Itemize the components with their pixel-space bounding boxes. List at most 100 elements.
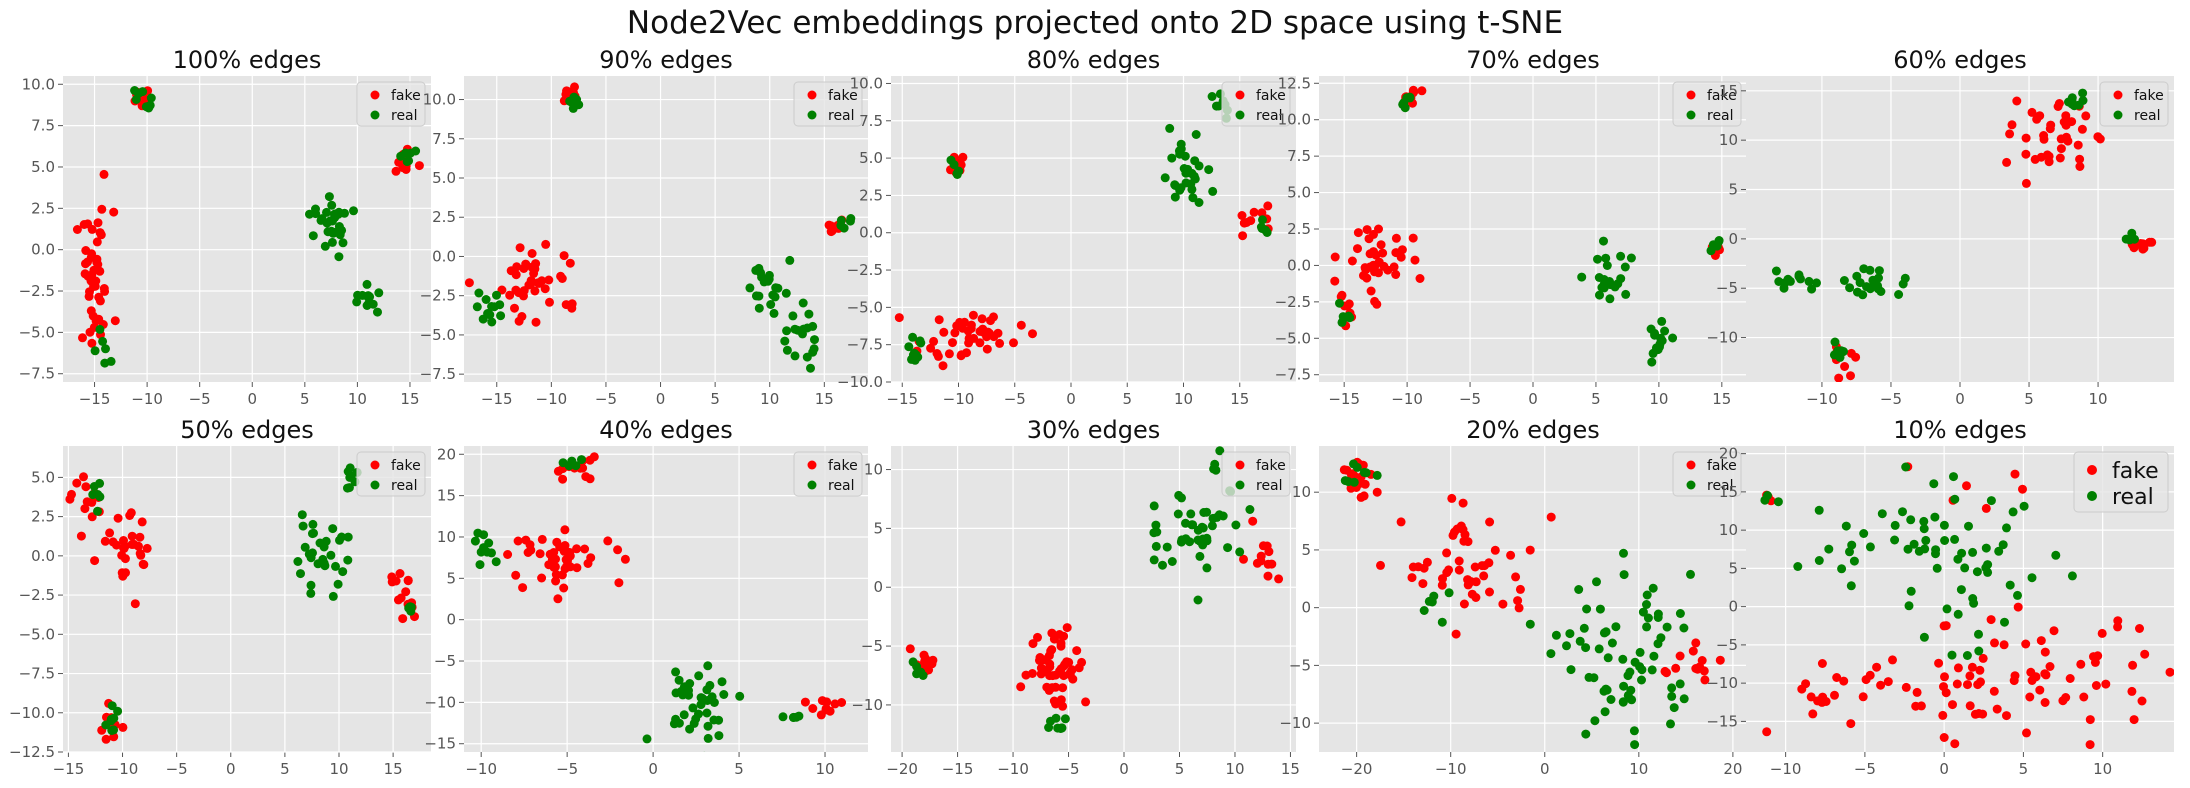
data-point-real [1909, 539, 1919, 549]
data-point-fake [1941, 688, 1951, 698]
y-tick-label: 5 [446, 569, 456, 587]
data-point-real [1437, 617, 1447, 627]
x-tick-label: 5 [300, 390, 310, 408]
data-point-real [1335, 298, 1344, 308]
legend-label-fake: fake [391, 88, 421, 104]
data-point-fake [1376, 560, 1385, 570]
data-point-real [1783, 274, 1793, 284]
data-point-real [479, 543, 489, 553]
y-tick-label: −5 [1716, 279, 1738, 297]
data-point-real [1874, 273, 1883, 283]
data-point-fake [2127, 686, 2137, 696]
data-point-fake [2061, 111, 2071, 121]
panel-title: 60% edges [1893, 46, 2026, 74]
y-tick-label: 7.5 [31, 117, 55, 135]
data-point-real [1890, 520, 1900, 530]
data-point-real [113, 706, 123, 716]
data-point-fake [560, 525, 570, 535]
y-tick-label: 10.0 [850, 74, 883, 92]
data-point-fake [541, 239, 551, 249]
data-point-fake [968, 310, 978, 320]
legend-marker-real [807, 110, 817, 120]
data-point-real [343, 532, 353, 542]
data-point-real [1419, 606, 1429, 615]
data-point-fake [559, 251, 569, 261]
data-point-fake [572, 563, 582, 573]
x-tick-label: 0 [1528, 390, 1538, 408]
data-point-real [1839, 276, 1849, 285]
y-tick-label: −5 [434, 652, 456, 670]
data-point-real [1575, 636, 1585, 646]
data-point-fake [1267, 559, 1277, 569]
data-point-real [1566, 665, 1576, 675]
legend-label-fake: fake [828, 88, 858, 104]
data-point-fake [401, 587, 411, 597]
data-point-real [910, 355, 920, 365]
data-point-fake [1525, 545, 1535, 555]
data-point-fake [1973, 680, 1983, 690]
data-point-real [325, 216, 335, 226]
x-tick-label: −15 [886, 390, 918, 408]
data-point-fake [1391, 233, 1401, 243]
data-point-fake [414, 161, 424, 171]
data-point-fake [67, 489, 76, 499]
legend-label-real: real [828, 108, 855, 124]
data-point-fake [552, 537, 562, 547]
plot-area [891, 446, 1296, 752]
data-point-real [1214, 510, 1224, 520]
data-point-fake [1391, 248, 1401, 258]
data-point-fake [1353, 228, 1363, 238]
data-point-fake [505, 290, 515, 300]
data-point-fake [2036, 636, 2046, 646]
data-point-real [316, 215, 326, 225]
y-tick-label: −5.0 [1275, 329, 1311, 347]
x-tick-label: −10 [997, 760, 1029, 778]
data-point-fake [1940, 672, 1949, 682]
data-point-real [674, 675, 684, 685]
data-point-fake [2044, 157, 2054, 167]
data-point-fake [2095, 134, 2105, 144]
data-point-real [90, 346, 100, 356]
data-point-fake [977, 314, 987, 324]
data-point-real [778, 712, 788, 722]
data-point-fake [403, 575, 413, 585]
data-point-fake [395, 569, 405, 578]
data-point-real [1814, 505, 1824, 515]
data-point-fake [2075, 154, 2085, 164]
data-point-fake [1470, 562, 1480, 572]
data-point-fake [2002, 157, 2012, 167]
data-point-fake [1442, 548, 1452, 558]
y-tick-label: 2.5 [31, 508, 55, 526]
data-point-real [671, 714, 681, 724]
legend: fake real [356, 81, 426, 127]
data-point-real [904, 342, 914, 352]
x-tick-label: −20 [886, 760, 918, 778]
data-point-fake [120, 554, 130, 564]
data-point-real [1964, 521, 1973, 531]
data-point-fake [1479, 571, 1489, 581]
data-point-real [1657, 316, 1667, 326]
data-point-real [2005, 580, 2015, 590]
data-point-fake [1992, 704, 2002, 714]
data-point-real [1619, 570, 1629, 580]
data-point-real [809, 344, 819, 354]
data-point-fake [109, 207, 119, 217]
data-point-real [1198, 523, 1208, 533]
data-point-real [1974, 646, 1984, 656]
data-point-real [1986, 496, 1996, 506]
data-point-fake [2065, 674, 2075, 683]
data-point-fake [1485, 587, 1494, 597]
data-point-fake [1064, 657, 1074, 667]
data-point-real [1667, 691, 1677, 701]
data-point-real [1177, 535, 1187, 545]
data-point-real [1642, 590, 1652, 600]
data-point-fake [519, 291, 528, 301]
x-tick-label: −10 [1435, 760, 1467, 778]
y-tick-label: 10 [1292, 483, 1311, 501]
y-tick-label: 0 [1301, 599, 1311, 617]
data-point-fake [1362, 273, 1372, 283]
data-point-real [1845, 283, 1855, 293]
data-point-real [1619, 548, 1628, 558]
data-point-fake [1028, 639, 1038, 649]
data-point-real [1574, 585, 1584, 594]
